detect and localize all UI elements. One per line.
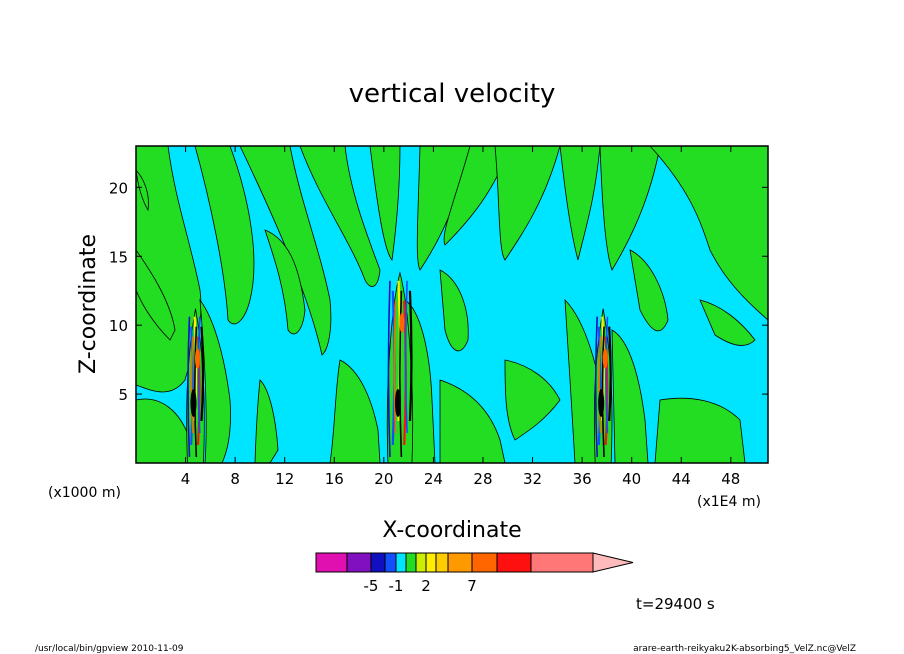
- colorbar-cell: [384, 552, 397, 573]
- x-unit-left: (x1000 m): [48, 485, 121, 501]
- colorbar-label: -5: [364, 577, 379, 595]
- y-axis: 5 10 15 20: [109, 179, 768, 404]
- x-tick-label: 12: [275, 470, 294, 488]
- plot-frame: [135, 145, 769, 464]
- positive-region: [629, 249, 669, 332]
- velocity-streak: [197, 316, 201, 434]
- velocity-streak: [190, 326, 194, 446]
- velocity-streak: [387, 280, 391, 458]
- positive-region: [559, 146, 601, 261]
- y-axis-label: Z-coordinate: [76, 234, 101, 374]
- velocity-streak: [408, 290, 413, 422]
- x-tick-label: 36: [573, 470, 592, 488]
- x-tick-label: 28: [473, 470, 492, 488]
- time-label: t=29400 s: [636, 595, 715, 613]
- convective-cores: [186, 271, 613, 463]
- positive-region: [699, 299, 756, 346]
- colorbar-cell: [425, 552, 437, 573]
- velocity-streak: [605, 316, 609, 434]
- positive-region: [239, 146, 332, 356]
- colorbar-cell: [530, 552, 594, 573]
- colorbar-label: 7: [467, 577, 477, 595]
- colorbar-cell: [315, 552, 348, 573]
- velocity-streak: [399, 290, 403, 458]
- velocity-streak: [200, 326, 205, 422]
- positive-region: [329, 359, 381, 463]
- downdraft-core: [394, 389, 401, 417]
- colorbar-cell: [415, 552, 427, 573]
- velocity-streak: [404, 280, 408, 434]
- colorbar: -5 -1 2 7: [315, 552, 634, 595]
- updraft-core: [399, 312, 405, 333]
- positive-region: [136, 169, 149, 212]
- downdraft-core: [598, 389, 605, 417]
- velocity-streak: [187, 316, 191, 458]
- footer-left: /usr/local/bin/gpview 2010-11-09: [35, 644, 184, 654]
- colorbar-cell: [447, 552, 473, 573]
- velocity-streak: [594, 316, 598, 458]
- velocity-streak: [598, 336, 602, 434]
- positive-region: [199, 298, 231, 463]
- x-tick-label: 40: [622, 470, 641, 488]
- x-tick-label: 16: [325, 470, 344, 488]
- colorbar-arrow: [592, 552, 634, 573]
- positive-velocity-regions: [136, 146, 768, 463]
- positive-region: [611, 329, 649, 463]
- positive-region: [194, 146, 255, 325]
- downdraft-core: [190, 389, 197, 417]
- positive-region: [136, 249, 176, 341]
- positive-region: [264, 229, 306, 335]
- velocity-streak: [190, 336, 194, 434]
- x-tick-label: 48: [721, 470, 740, 488]
- positive-region: [649, 146, 768, 321]
- x-unit-right: (x1E4 m): [697, 494, 761, 510]
- colorbar-cell: [471, 552, 498, 573]
- positive-region: [254, 379, 279, 463]
- colorbar-cell: [395, 552, 407, 573]
- positive-region: [299, 146, 381, 287]
- contour-field: [136, 146, 768, 463]
- colorbar-label: 2: [421, 577, 431, 595]
- footer-right: arare-earth-reikyaku2K-absorbing5_VelZ.n…: [633, 644, 856, 654]
- positive-region: [369, 146, 401, 261]
- y-tick-label: 5: [118, 386, 128, 404]
- updraft-core: [194, 348, 200, 369]
- x-tick-label: 4: [181, 470, 191, 488]
- positive-region: [439, 269, 469, 352]
- y-tick-label: 15: [109, 248, 128, 266]
- x-tick-label: 44: [672, 470, 691, 488]
- chart-title: vertical velocity: [349, 79, 556, 109]
- updraft-core: [602, 348, 608, 369]
- positive-region: [494, 146, 561, 261]
- colorbar-cell: [405, 552, 417, 573]
- x-tick-label: 20: [374, 470, 393, 488]
- colorbar-cell: [370, 552, 386, 573]
- x-axis: 4 8 12 16 20 24 28 32 36 40 44 48: [181, 146, 740, 488]
- colorbar-cell: [346, 552, 372, 573]
- colorbar-cell: [435, 552, 449, 573]
- velocity-streak: [608, 326, 612, 422]
- positive-region: [599, 146, 661, 271]
- positive-region: [439, 379, 506, 463]
- positive-region: [504, 359, 561, 441]
- x-tick-label: 24: [424, 470, 443, 488]
- y-tick-label: 10: [109, 317, 128, 335]
- x-tick-label: 32: [523, 470, 542, 488]
- positive-region: [654, 397, 746, 463]
- x-axis-label: X-coordinate: [382, 518, 521, 543]
- velocity-streak: [393, 300, 397, 434]
- y-tick-label: 20: [109, 179, 128, 197]
- colorbar-label: -1: [389, 577, 404, 595]
- velocity-streak: [597, 326, 602, 446]
- colorbar-cell: [496, 552, 532, 573]
- x-tick-label: 8: [230, 470, 240, 488]
